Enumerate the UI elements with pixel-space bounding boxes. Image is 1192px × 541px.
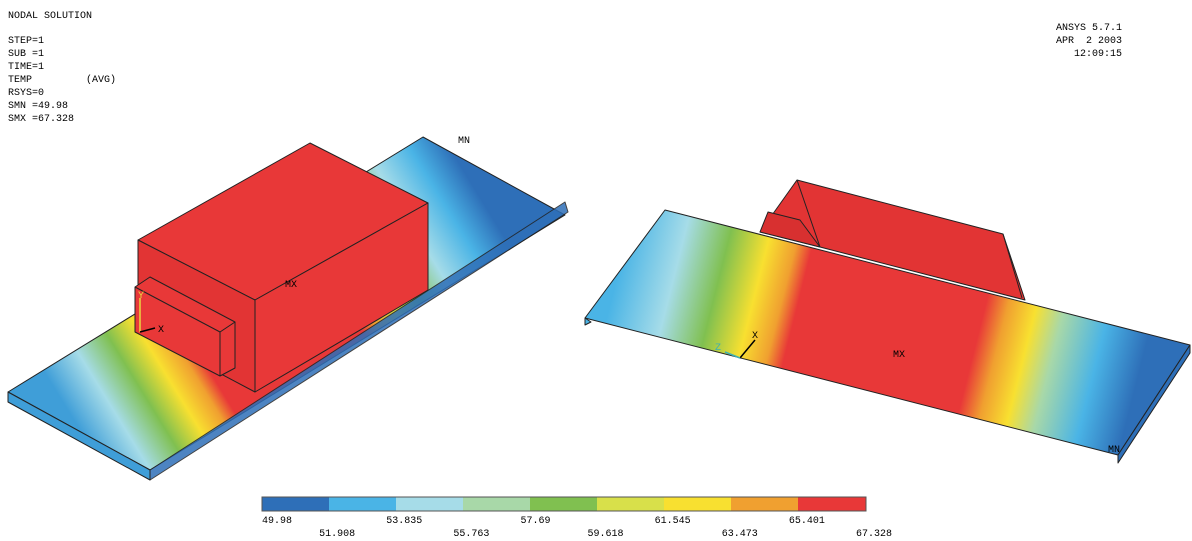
plate-side bbox=[1117, 344, 1191, 464]
min-label: MN bbox=[458, 136, 470, 147]
plot-title: NODAL SOLUTION bbox=[8, 11, 92, 22]
edge bbox=[1002, 233, 1023, 299]
legend-label: 67.328 bbox=[856, 529, 892, 540]
legend-band bbox=[798, 497, 866, 511]
rsys: RSYS=0 bbox=[8, 88, 44, 99]
legend-band bbox=[664, 497, 731, 511]
axis-z bbox=[724, 351, 741, 359]
legend-band bbox=[530, 497, 597, 511]
box-front bbox=[254, 202, 429, 393]
axis-x bbox=[739, 339, 756, 359]
small-box bbox=[134, 276, 236, 377]
smx: SMX =67.328 bbox=[8, 114, 74, 125]
header-line: STEP=1 bbox=[8, 36, 44, 47]
edge bbox=[219, 321, 236, 333]
smn: SMN =49.98 bbox=[8, 101, 68, 112]
legend: 49.98 51.908 53.835 55.763 57.69 59.618 61.545… bbox=[261, 496, 892, 540]
left-model: Y X MX MN bbox=[7, 136, 569, 481]
edge bbox=[134, 286, 221, 333]
time: 12:09:15 bbox=[1074, 49, 1122, 60]
right-model: Z X MX MN bbox=[584, 179, 1191, 464]
version: ANSYS 5.7.1 bbox=[1056, 23, 1122, 34]
axis-x bbox=[139, 327, 156, 333]
legend-label: 53.835 bbox=[386, 516, 422, 527]
legend-label: 51.908 bbox=[319, 529, 355, 540]
min-label: MN bbox=[1108, 445, 1120, 456]
edge bbox=[796, 179, 821, 248]
legend-band bbox=[396, 497, 463, 511]
legend-label: 63.473 bbox=[722, 529, 758, 540]
legend-label: 65.401 bbox=[789, 516, 825, 527]
legend-label: 57.69 bbox=[520, 516, 550, 527]
legend-band bbox=[597, 497, 664, 511]
axis-label: X bbox=[158, 325, 164, 336]
max-label: MX bbox=[285, 280, 297, 291]
legend-frame bbox=[261, 496, 867, 512]
legend-band bbox=[731, 497, 798, 511]
header-line: TIME=1 bbox=[8, 62, 44, 73]
legend-label: 49.98 bbox=[262, 516, 292, 527]
ridge-end bbox=[759, 211, 821, 248]
legend-label: 55.763 bbox=[453, 529, 489, 540]
date: APR 2 2003 bbox=[1056, 36, 1122, 47]
axis-label: Z bbox=[715, 343, 721, 354]
max-label: MX bbox=[893, 350, 905, 361]
legend-band bbox=[329, 497, 396, 511]
legend-label: 61.545 bbox=[655, 516, 691, 527]
averaging: (AVG) bbox=[86, 74, 116, 86]
header-line: SUB =1 bbox=[8, 49, 44, 60]
legend-band bbox=[262, 497, 329, 511]
legend-band bbox=[463, 497, 530, 511]
axis-label: X bbox=[752, 331, 758, 342]
axis-label: Y bbox=[138, 291, 144, 302]
result-name: TEMP bbox=[8, 75, 32, 86]
plate-lip bbox=[584, 317, 592, 326]
legend-label: 59.618 bbox=[588, 529, 624, 540]
